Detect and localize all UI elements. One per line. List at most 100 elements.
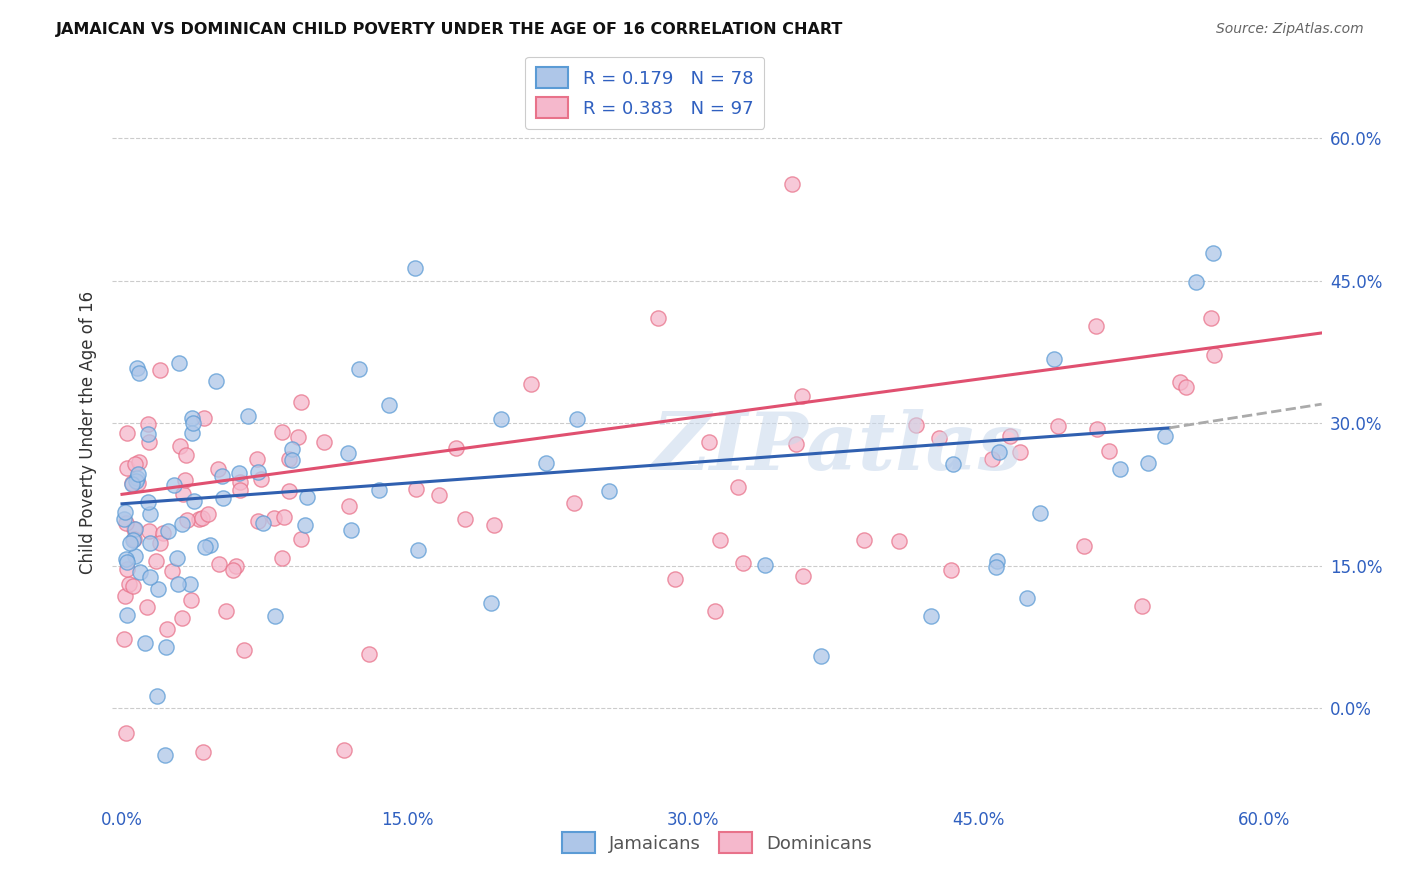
Point [853, 533, 876, 547]
Point [647, 310, 669, 325]
Point [122, 579, 145, 593]
Point [115, 726, 138, 740]
Point [115, 608, 138, 623]
Point [146, 582, 169, 596]
Point [124, 457, 146, 471]
Point [281, 452, 304, 467]
Point [782, 178, 804, 192]
Point [166, 551, 188, 566]
Point [167, 356, 190, 370]
Point [145, 553, 167, 567]
Point [731, 556, 754, 570]
Point [156, 622, 179, 636]
Point [367, 483, 389, 498]
Point [1085, 318, 1108, 333]
Point [340, 523, 363, 537]
Point [127, 467, 149, 481]
Point [1073, 539, 1095, 553]
Point [277, 452, 299, 467]
Point [128, 367, 150, 381]
Point [172, 487, 194, 501]
Point [337, 499, 360, 513]
Point [1109, 462, 1132, 476]
Point [290, 532, 312, 546]
Point [232, 643, 254, 657]
Point [198, 537, 221, 551]
Point [114, 589, 136, 603]
Point [194, 541, 217, 555]
Point [112, 512, 135, 526]
Point [138, 508, 160, 522]
Point [1029, 506, 1052, 520]
Point [429, 488, 451, 502]
Point [138, 569, 160, 583]
Point [246, 451, 269, 466]
Point [127, 360, 149, 375]
Point [174, 448, 197, 462]
Point [138, 417, 160, 432]
Point [129, 565, 152, 579]
Point [172, 517, 194, 532]
Point [664, 573, 686, 587]
Point [149, 536, 172, 550]
Point [984, 560, 1007, 574]
Point [281, 442, 304, 456]
Point [181, 425, 204, 440]
Point [114, 505, 136, 519]
Point [598, 483, 620, 498]
Point [204, 374, 226, 388]
Point [162, 564, 184, 578]
Point [1204, 349, 1226, 363]
Point [263, 511, 285, 525]
Point [229, 483, 252, 497]
Point [211, 469, 233, 483]
Point [124, 532, 146, 546]
Point [193, 411, 215, 425]
Point [709, 533, 731, 548]
Point [127, 471, 149, 485]
Point [1184, 275, 1206, 289]
Point [167, 577, 190, 591]
Point [115, 426, 138, 441]
Point [136, 600, 159, 615]
Point [155, 640, 177, 654]
Point [1085, 422, 1108, 436]
Point [271, 550, 294, 565]
Point [1046, 419, 1069, 434]
Point [1042, 351, 1064, 366]
Point [170, 611, 193, 625]
Point [981, 452, 1004, 467]
Point [444, 442, 467, 456]
Point [489, 412, 512, 426]
Point [249, 472, 271, 486]
Point [124, 549, 146, 564]
Point [228, 466, 250, 480]
Point [273, 509, 295, 524]
Text: ZIPatlas: ZIPatlas [652, 409, 1024, 486]
Point [180, 410, 202, 425]
Point [294, 518, 316, 533]
Point [727, 480, 749, 494]
Point [180, 592, 202, 607]
Point [114, 552, 136, 566]
Point [134, 636, 156, 650]
Point [124, 522, 146, 536]
Point [703, 604, 725, 618]
Point [405, 482, 427, 496]
Point [122, 522, 145, 536]
Point [136, 495, 159, 509]
Point [207, 461, 229, 475]
Point [145, 689, 167, 703]
Point [1154, 428, 1177, 442]
Point [117, 461, 139, 475]
Point [1175, 380, 1198, 394]
Point [236, 409, 259, 423]
Point [519, 376, 541, 391]
Point [942, 457, 965, 471]
Point [1015, 591, 1038, 605]
Point [905, 417, 928, 432]
Point [1202, 245, 1225, 260]
Point [941, 563, 963, 577]
Point [122, 533, 145, 547]
Point [127, 475, 149, 490]
